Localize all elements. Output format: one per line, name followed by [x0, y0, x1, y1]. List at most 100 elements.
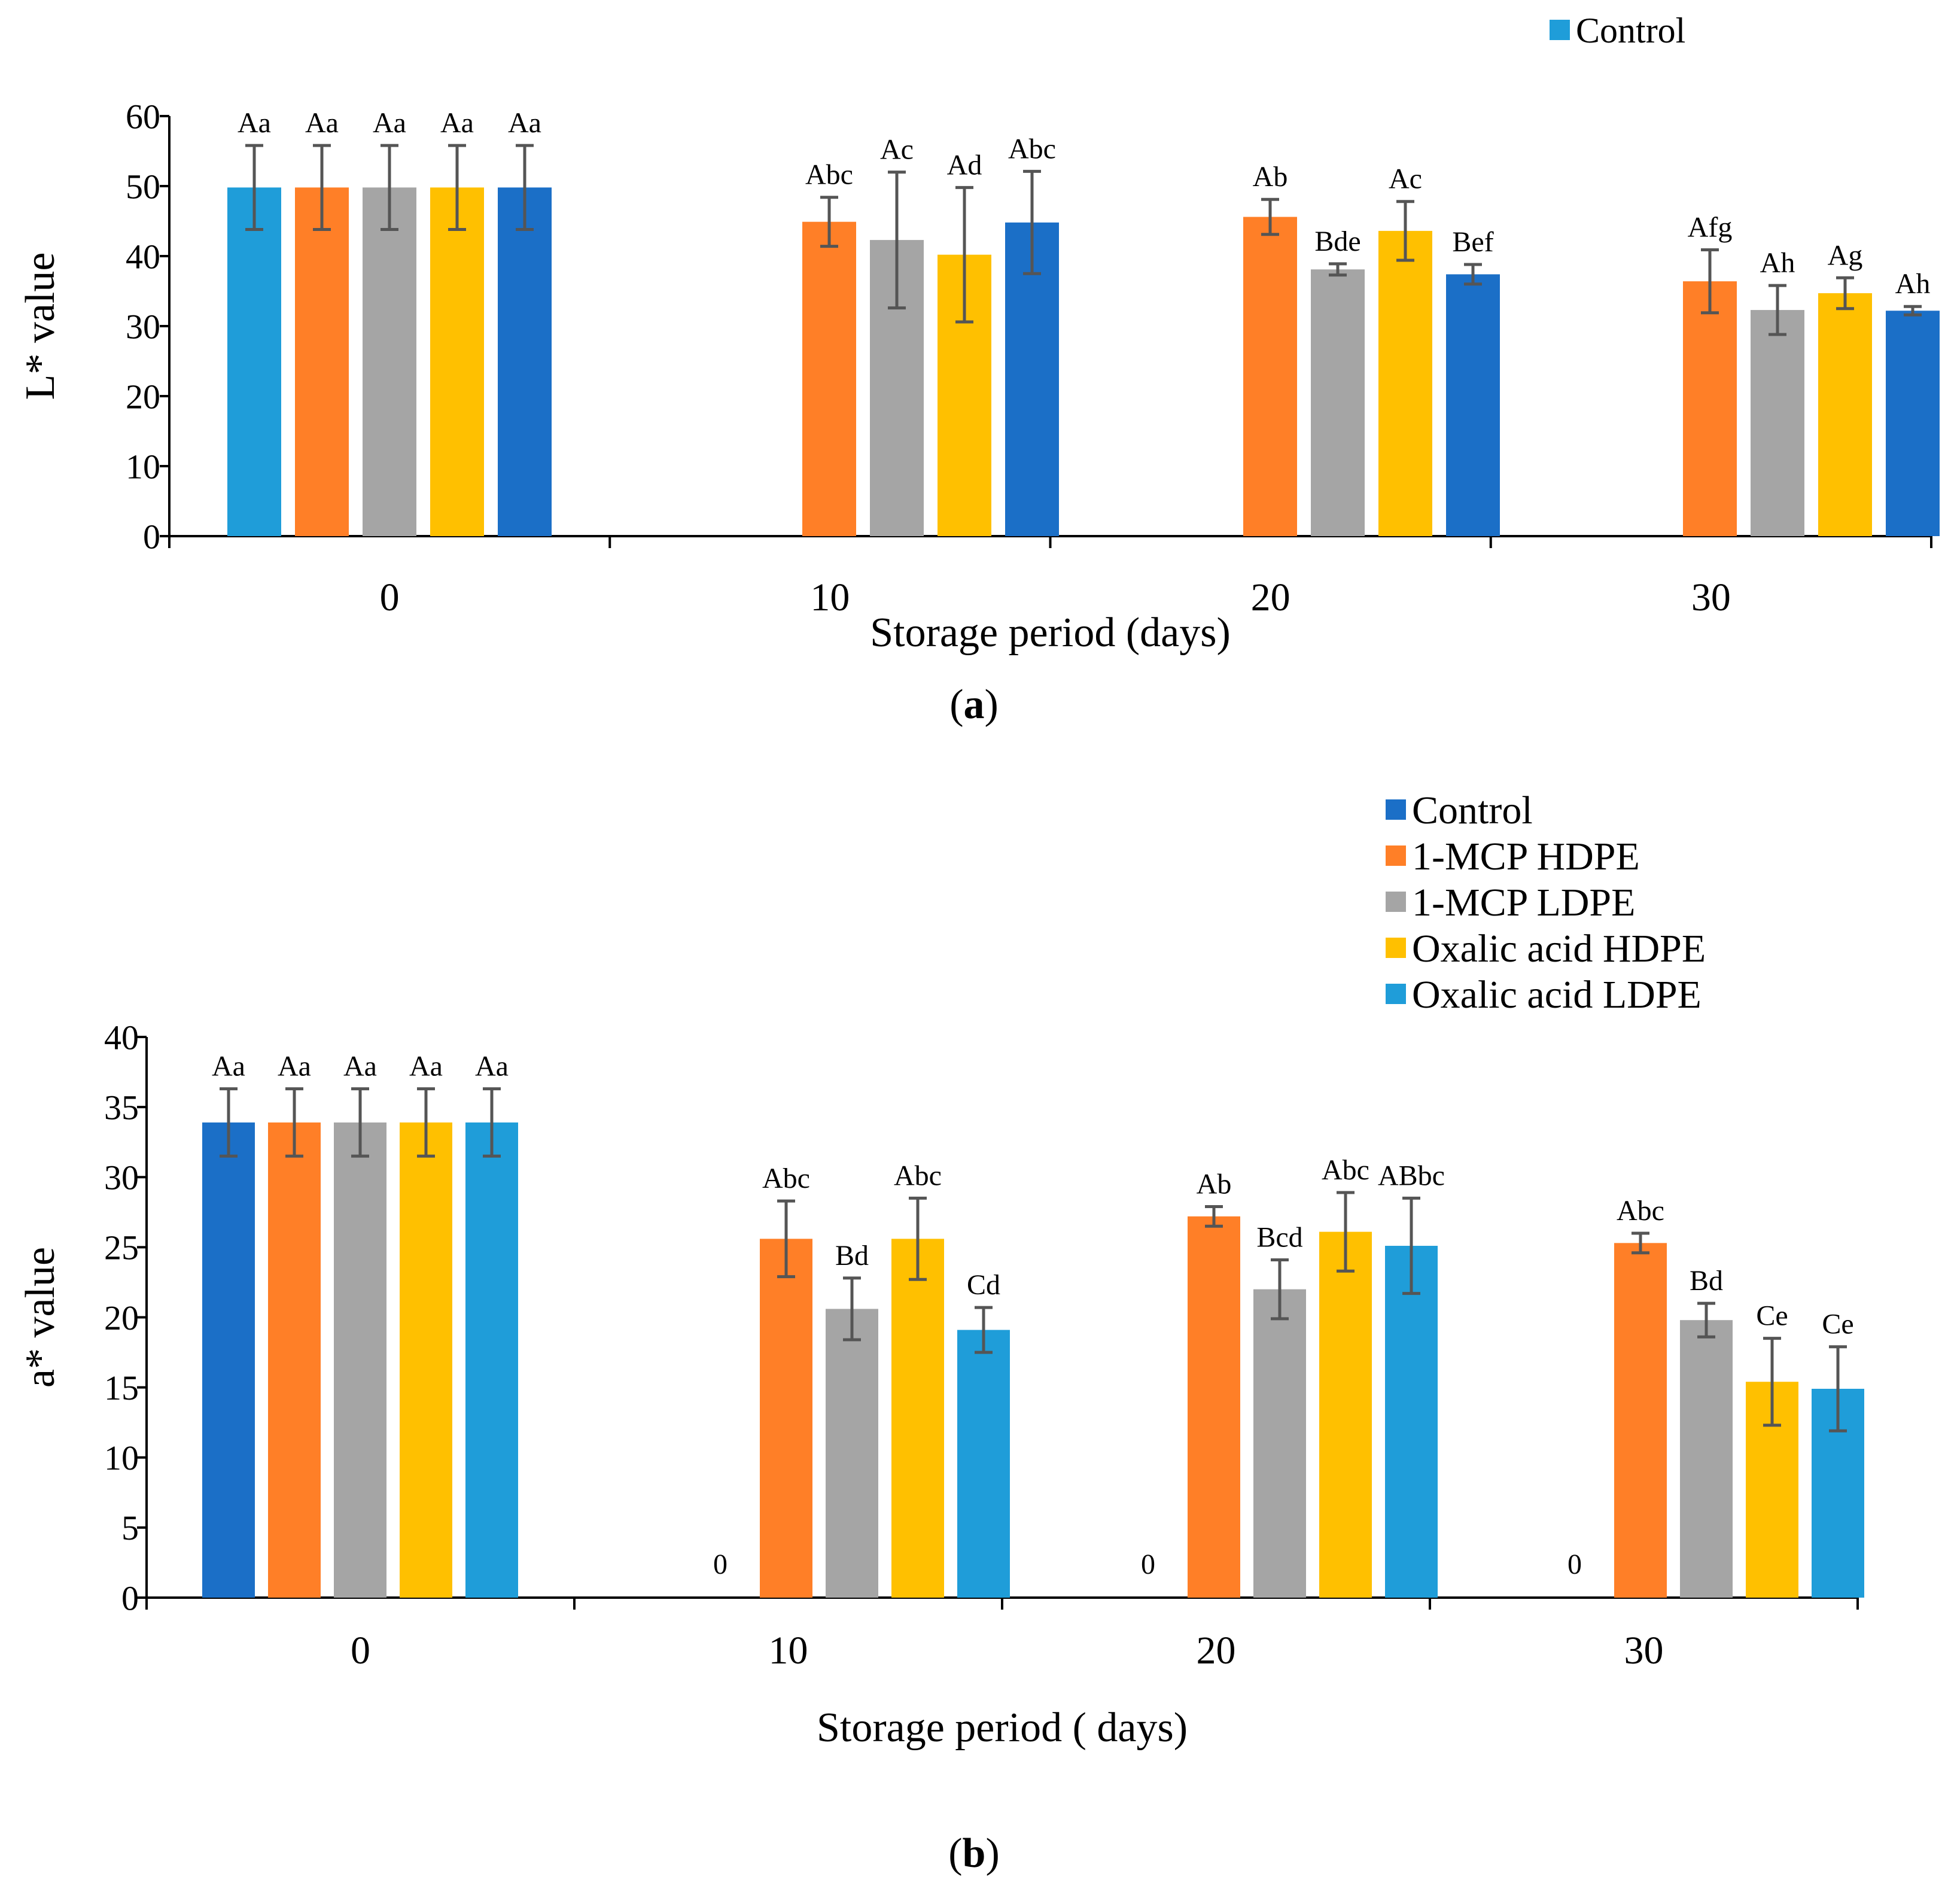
significance-label: Ce: [1756, 1300, 1788, 1332]
bar: [1243, 217, 1297, 537]
bar: [1683, 281, 1737, 536]
significance-label: Ah: [1760, 247, 1795, 279]
significance-label: Afg: [1688, 211, 1733, 243]
panel-label: (a): [949, 682, 999, 728]
bar: [202, 1122, 255, 1598]
significance-label: Abc: [1322, 1154, 1369, 1186]
x-category-label: 20: [1197, 1629, 1236, 1672]
significance-label: Ce: [1822, 1309, 1853, 1340]
legend-swatch: [1550, 20, 1570, 40]
zero-value-label: 0: [1141, 1549, 1155, 1580]
y-tick-label: 0: [143, 517, 160, 556]
bar: [1253, 1289, 1306, 1598]
bar: [957, 1330, 1010, 1598]
y-tick-label: 20: [104, 1298, 139, 1337]
zero-value-label: 0: [713, 1549, 728, 1580]
bar: [826, 1309, 878, 1598]
bar: [1188, 1216, 1240, 1598]
y-tick-label: 25: [104, 1228, 139, 1267]
significance-label: Bcd: [1256, 1221, 1302, 1253]
x-category-label: 0: [380, 576, 400, 619]
legend-label: Control: [1412, 789, 1533, 832]
significance-label: Abc: [894, 1160, 942, 1191]
legend-label: Control: [1576, 11, 1685, 50]
bar: [227, 187, 281, 537]
bar: [498, 187, 552, 537]
bar: [760, 1239, 812, 1598]
x-category-label: 10: [769, 1629, 808, 1672]
bar: [1378, 230, 1432, 536]
significance-label: Aa: [373, 107, 406, 139]
y-tick-label: 15: [104, 1368, 139, 1407]
y-tick-label: 30: [104, 1158, 139, 1197]
bar: [400, 1122, 452, 1598]
bar: [891, 1239, 944, 1598]
significance-label: ABbc: [1378, 1160, 1445, 1191]
bar: [1614, 1243, 1667, 1598]
significance-label: Bd: [835, 1240, 869, 1272]
significance-label: Ad: [947, 149, 982, 181]
legend-swatch: [1386, 984, 1406, 1004]
y-tick-label: 50: [126, 167, 160, 206]
x-category-label: 30: [1624, 1629, 1664, 1672]
zero-value-label: 0: [1567, 1549, 1582, 1580]
x-axis-title: Storage period (days): [870, 610, 1231, 656]
bar: [363, 187, 416, 537]
significance-label: Abc: [1617, 1195, 1664, 1227]
significance-label: Ab: [1197, 1168, 1232, 1200]
significance-label: Ag: [1828, 239, 1863, 271]
panel-label: (b): [948, 1830, 1000, 1876]
significance-label: Ah: [1895, 268, 1931, 300]
significance-label: Ac: [880, 134, 914, 166]
x-axis-title: Storage period ( days): [817, 1705, 1188, 1751]
bar: [1311, 269, 1365, 536]
significance-label: Aa: [238, 107, 271, 139]
bar: [430, 187, 484, 537]
significance-label: Cd: [967, 1269, 1000, 1301]
bar: [1751, 310, 1804, 536]
bar: [1886, 311, 1940, 536]
significance-label: Aa: [305, 107, 339, 139]
significance-label: Aa: [409, 1051, 443, 1082]
significance-label: Aa: [508, 107, 541, 139]
significance-label: Aa: [278, 1051, 311, 1082]
y-tick-label: 60: [126, 97, 160, 136]
y-tick-label: 10: [104, 1438, 139, 1477]
significance-label: Aa: [475, 1051, 509, 1082]
bar: [465, 1122, 518, 1598]
y-tick-label: 35: [104, 1088, 139, 1127]
y-tick-label: 40: [126, 237, 160, 276]
significance-label: Abc: [1008, 133, 1056, 165]
bar: [1680, 1320, 1733, 1598]
legend-swatch: [1386, 799, 1406, 820]
x-category-label: 30: [1691, 576, 1731, 619]
bar: [334, 1122, 386, 1598]
y-tick-label: 40: [104, 1018, 139, 1057]
bar: [802, 221, 856, 536]
legend-label: 1-MCP LDPE: [1412, 881, 1635, 924]
significance-label: Ab: [1253, 161, 1288, 193]
bar: [1818, 293, 1872, 536]
y-tick-label: 20: [126, 377, 160, 416]
bar: [1446, 274, 1500, 536]
x-category-label: 10: [810, 576, 850, 619]
legend-label: 1-MCP HDPE: [1412, 835, 1640, 878]
legend-swatch: [1386, 845, 1406, 866]
significance-label: Ac: [1389, 163, 1422, 195]
legend-label: Oxalic acid LDPE: [1412, 973, 1702, 1017]
significance-label: Bef: [1452, 226, 1493, 258]
panel-b-chart: 0 5 10 15 20 25 30 35 40 0 10 20 30 Aa 0 0 0 Aa Abc Ab Abc Aa…: [17, 789, 1864, 1876]
significance-label: Aa: [212, 1051, 245, 1082]
bar: [295, 187, 349, 537]
legend-label: Oxalic acid HDPE: [1412, 927, 1706, 971]
x-category-label: 0: [351, 1629, 370, 1672]
y-axis-title: L* value: [17, 253, 63, 400]
legend-swatch: [1386, 892, 1406, 912]
significance-label: Aa: [440, 107, 474, 139]
x-category-label: 20: [1251, 576, 1290, 619]
bar: [1319, 1231, 1372, 1598]
y-axis-title: a* value: [17, 1247, 63, 1388]
y-tick-label: 0: [121, 1578, 139, 1617]
